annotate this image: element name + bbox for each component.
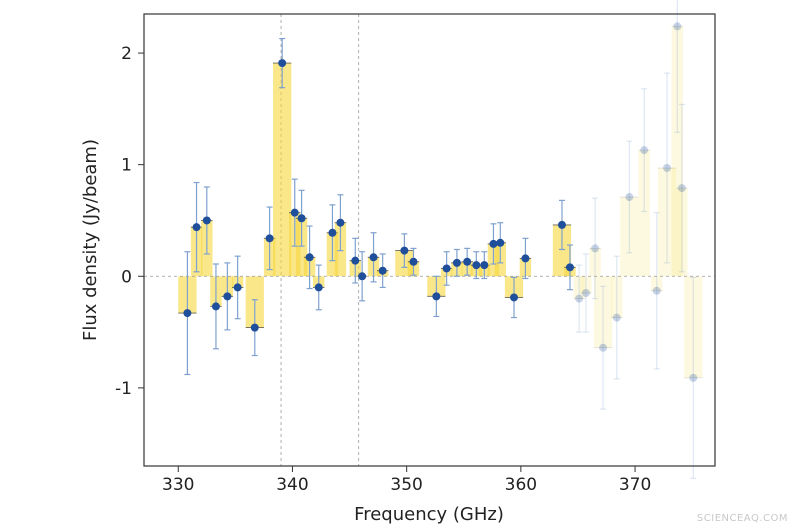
data-point [351, 256, 360, 265]
data-point [521, 254, 530, 263]
data-point [400, 246, 409, 255]
x-tick-label: 350 [390, 475, 422, 495]
data-point [202, 216, 211, 225]
y-tick-label: -1 [115, 379, 132, 399]
flux-bar [620, 197, 639, 277]
data-point [599, 343, 608, 352]
flux-bar [573, 276, 585, 299]
y-axis-title: Flux density (Jy/beam) [80, 139, 101, 341]
data-point [223, 292, 232, 301]
y-tick-label: 2 [121, 44, 132, 64]
flux-bar [273, 63, 292, 277]
flux-bar [611, 276, 623, 318]
data-point [557, 220, 566, 229]
data-point [305, 253, 314, 262]
data-point [689, 373, 698, 382]
flux-bar [676, 188, 688, 277]
x-tick-label: 340 [276, 475, 308, 495]
x-tick-label: 330 [162, 475, 194, 495]
data-point [233, 283, 242, 292]
data-point [369, 253, 378, 262]
x-tick-label: 360 [505, 475, 537, 495]
data-point [463, 257, 472, 266]
data-point [314, 283, 323, 292]
data-point [510, 293, 519, 302]
data-point [652, 286, 661, 295]
data-point [358, 272, 367, 281]
x-axis-title: Frequency (GHz) [354, 504, 504, 525]
data-point [432, 292, 441, 301]
data-point [673, 22, 682, 31]
y-tick-label: 0 [121, 267, 132, 287]
data-point [211, 302, 220, 311]
flux-bar [589, 248, 601, 277]
data-point [663, 164, 672, 173]
data-point [625, 193, 634, 202]
x-tick-label: 370 [619, 475, 651, 495]
data-point [278, 59, 287, 68]
data-point [480, 261, 489, 270]
plot-frame [143, 13, 716, 467]
data-point [489, 239, 498, 248]
data-point [581, 289, 590, 298]
watermark: SCIENCEAQ.COM [696, 513, 788, 524]
flux-bar [593, 276, 613, 348]
data-point [250, 323, 259, 332]
data-point [472, 261, 481, 270]
data-point [297, 214, 306, 223]
data-point [183, 309, 192, 318]
flux-bar [657, 168, 677, 277]
flux-bar [671, 26, 684, 277]
data-point [290, 208, 299, 217]
data-point [640, 146, 649, 155]
data-point [336, 218, 345, 227]
data-point [409, 257, 418, 266]
data-point [677, 184, 686, 193]
data-point [265, 234, 274, 243]
flux-bar [295, 218, 308, 277]
data-point [452, 258, 461, 267]
data-point [378, 266, 387, 275]
data-point [575, 294, 584, 303]
data-point [496, 238, 505, 247]
data-point [192, 223, 201, 232]
y-tick-label: 1 [121, 156, 132, 176]
flux-bar [638, 150, 650, 277]
data-point [442, 264, 451, 273]
flux-bar [684, 276, 703, 378]
data-point [565, 263, 574, 272]
flux-bar [580, 276, 592, 294]
data-point [328, 228, 337, 237]
data-point [591, 244, 600, 253]
data-point [612, 313, 621, 322]
flux-bar [651, 276, 663, 291]
flux-bar [552, 224, 572, 277]
